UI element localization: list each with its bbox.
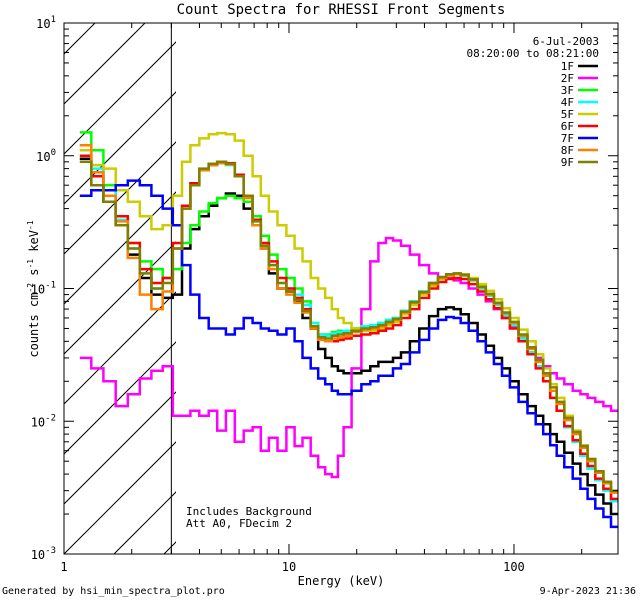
legend-label-7f: 7F bbox=[561, 132, 574, 145]
y-axis-label-mid1: s bbox=[27, 269, 41, 283]
hatch-line bbox=[64, 391, 176, 505]
series-line-6f bbox=[79, 154, 618, 501]
y-tick-label: 10-2 bbox=[31, 413, 56, 429]
hatch-line bbox=[64, 41, 176, 155]
footer-generated-at: 9-Apr-2023 21:36 bbox=[540, 586, 636, 597]
hatch-line bbox=[64, 341, 176, 455]
series-line-5f bbox=[79, 131, 618, 492]
y-tick-label: 10-3 bbox=[31, 546, 56, 562]
series-line-9f bbox=[79, 160, 618, 492]
y-axis-label: counts cm-2 s-1 keV-1 bbox=[26, 220, 41, 357]
y-tick-label: 100 bbox=[36, 148, 56, 164]
date-label: 6-Jul-2003 bbox=[533, 35, 599, 48]
series-group bbox=[79, 131, 618, 529]
y-axis-label-mid2: keV bbox=[27, 230, 41, 259]
plot-frame bbox=[63, 22, 619, 555]
chart-title: Count Spectra for RHESSI Front Segments bbox=[177, 2, 506, 18]
footer-generated-by: Generated by hsi_min_spectra_plot.pro bbox=[2, 586, 225, 597]
series-line-3f bbox=[79, 131, 618, 503]
x-tick-label: 100 bbox=[503, 560, 525, 574]
hatch-line bbox=[64, 191, 176, 305]
x-tick-label: 1 bbox=[60, 560, 67, 574]
y-axis-label-exp1: -2 bbox=[26, 283, 35, 293]
time-range-label: 08:20:00 to 08:21:00 bbox=[467, 47, 599, 60]
y-tick-labels: 10-3 10-2 10-1 100 101 bbox=[31, 15, 56, 562]
series-line-8f bbox=[79, 143, 618, 494]
y-tick-label: 10-1 bbox=[31, 281, 56, 297]
axis-ticks bbox=[63, 22, 618, 555]
x-tick-labels: 1 10 100 bbox=[60, 560, 524, 574]
x-tick-label: 10 bbox=[282, 560, 296, 574]
y-tick-label: 101 bbox=[36, 15, 56, 31]
annotation-attenuator: Att A0, FDecim 2 bbox=[186, 517, 292, 530]
legend-label-3f: 3F bbox=[561, 84, 574, 97]
y-axis-label-exp2: -1 bbox=[26, 259, 35, 269]
series-line-7f bbox=[79, 179, 618, 529]
legend-label-5f: 5F bbox=[561, 108, 574, 121]
y-axis-label-base: counts cm bbox=[27, 293, 41, 358]
legend-label-1f: 1F bbox=[561, 60, 574, 73]
x-axis-label: Energy (keV) bbox=[298, 574, 385, 588]
legend-label-8f: 8F bbox=[561, 144, 574, 157]
hatch-line bbox=[64, 441, 176, 554]
hatch-line bbox=[64, 91, 176, 205]
legend-label-9f: 9F bbox=[561, 156, 574, 169]
series-line-1f bbox=[79, 157, 618, 516]
y-axis-label-exp3: -1 bbox=[26, 220, 35, 230]
attenuator-hatch-region bbox=[64, 23, 176, 554]
series-line-2f bbox=[79, 236, 618, 479]
hatch-line bbox=[64, 241, 176, 355]
annotation-background: Includes Background bbox=[186, 505, 312, 518]
legend-label-2f: 2F bbox=[561, 72, 574, 85]
legend-label-6f: 6F bbox=[561, 120, 574, 133]
legend-label-4f: 4F bbox=[561, 96, 574, 109]
